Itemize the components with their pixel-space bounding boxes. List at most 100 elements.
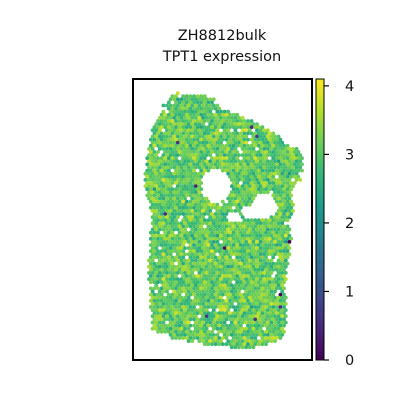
spot — [231, 267, 236, 272]
spot — [273, 171, 277, 176]
spot — [156, 218, 160, 223]
spot — [298, 178, 303, 182]
spot — [165, 258, 169, 263]
spot — [228, 298, 232, 303]
spot — [170, 150, 175, 154]
spot — [184, 205, 189, 210]
spot — [197, 333, 202, 337]
spot — [154, 202, 159, 207]
spot — [145, 174, 150, 179]
spot — [255, 134, 259, 139]
spot — [148, 286, 153, 291]
spot — [247, 302, 252, 306]
spot — [229, 314, 234, 319]
spot — [184, 199, 189, 204]
spot — [204, 109, 209, 114]
spot — [179, 109, 184, 114]
spot — [246, 218, 250, 223]
spot — [228, 137, 232, 142]
spot — [175, 190, 180, 195]
spot — [156, 329, 160, 334]
spot — [202, 342, 207, 347]
spot — [170, 255, 175, 260]
spot — [208, 140, 213, 145]
spot — [256, 274, 261, 278]
spot — [229, 227, 234, 232]
spot — [235, 261, 240, 266]
spot — [278, 205, 283, 210]
spot — [195, 218, 200, 223]
spot — [166, 243, 171, 247]
spot — [197, 171, 202, 176]
spot — [233, 258, 238, 263]
spot — [192, 162, 196, 167]
spot — [166, 106, 171, 111]
spot — [246, 342, 250, 347]
spot — [276, 326, 281, 331]
spot — [283, 227, 288, 232]
spot — [202, 94, 207, 99]
spot — [260, 267, 265, 272]
spot — [244, 320, 249, 325]
spot — [267, 267, 272, 272]
spot — [161, 289, 166, 294]
spot — [166, 162, 171, 167]
spot — [192, 205, 196, 210]
spot — [188, 106, 193, 111]
spot — [251, 233, 256, 238]
spot — [186, 165, 191, 170]
spot — [238, 143, 243, 148]
spot — [183, 326, 187, 331]
spot — [240, 264, 245, 269]
spot — [210, 255, 214, 260]
spot — [199, 162, 204, 167]
spot — [172, 264, 177, 269]
spot — [199, 199, 204, 204]
spot — [157, 289, 162, 294]
spot — [199, 230, 204, 235]
spot — [285, 212, 290, 216]
spot — [186, 320, 191, 325]
spot — [165, 128, 169, 133]
spot — [190, 252, 195, 257]
spot — [273, 289, 277, 294]
spot — [269, 233, 274, 238]
spot — [253, 274, 258, 278]
spot — [183, 283, 187, 288]
spot — [156, 181, 160, 185]
spot — [226, 221, 231, 226]
spot — [282, 323, 286, 328]
spot — [262, 314, 267, 319]
spot — [244, 184, 249, 189]
spot — [280, 289, 285, 294]
spot — [229, 165, 234, 170]
spot — [197, 264, 202, 269]
spot — [285, 199, 290, 204]
spot — [206, 298, 211, 303]
spot — [220, 311, 225, 316]
spot — [150, 178, 155, 182]
spot — [172, 320, 177, 325]
spot — [168, 202, 173, 207]
spot — [215, 128, 220, 133]
spot — [260, 311, 265, 316]
spot — [195, 212, 200, 216]
spot — [202, 329, 207, 334]
spot — [226, 271, 231, 275]
spot — [168, 302, 173, 306]
spot — [247, 184, 252, 189]
spot — [262, 258, 267, 263]
spot — [229, 264, 234, 269]
spot — [213, 224, 218, 229]
spot — [258, 190, 263, 195]
spot — [192, 274, 196, 278]
spot — [235, 150, 240, 154]
spot — [262, 246, 267, 251]
spot — [215, 271, 220, 275]
colorbar-tick-label-0: 0 — [345, 353, 354, 369]
spot — [170, 199, 175, 204]
spot — [210, 112, 214, 117]
spot — [206, 212, 211, 216]
spot — [282, 286, 286, 291]
spot — [240, 190, 245, 195]
